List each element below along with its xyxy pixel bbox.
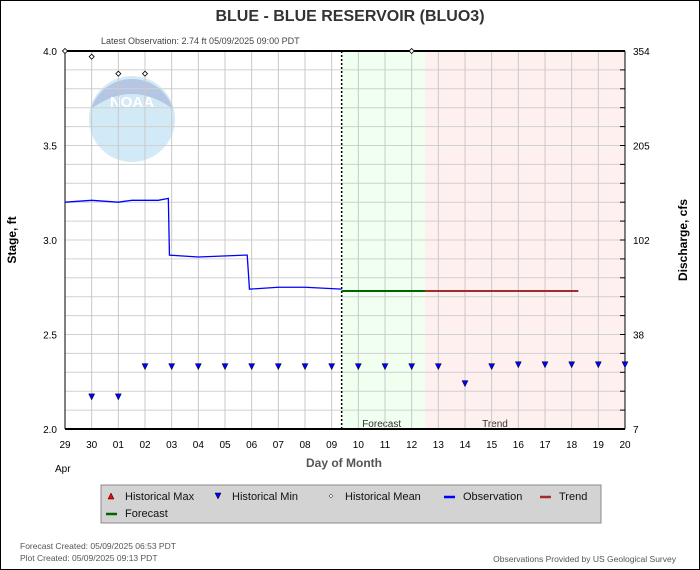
x-tick-label: 06: [246, 440, 258, 451]
x-axis-label: Day of Month: [306, 456, 382, 470]
historical-mean-marker: [141, 70, 149, 77]
legend-box: [100, 484, 602, 524]
historical-min-marker: [248, 363, 256, 371]
historical-min-marker: [328, 363, 336, 371]
historical-mean-marker: [88, 53, 95, 60]
series-observation: [64, 197, 342, 290]
usgs-credit: Observations Provided by US Geological S…: [493, 554, 677, 564]
x-tick-label: 13: [433, 440, 445, 451]
x-tick-label: 08: [299, 440, 311, 451]
region-label-trend: Trend: [482, 419, 508, 430]
historical-mean-marker: [61, 47, 69, 55]
historical-min-marker: [408, 363, 416, 371]
historical-min-marker: [594, 361, 602, 369]
x-tick-label: 01: [113, 440, 125, 451]
month-label: Apr: [55, 464, 71, 475]
legend-item-label: Historical Min: [232, 491, 298, 503]
historical-min-marker: [488, 363, 496, 371]
x-tick-label: 14: [459, 440, 471, 451]
chart-subtitle: Latest Observation: 2.74 ft 05/09/2025 0…: [101, 36, 300, 46]
x-tick-label: 11: [380, 440, 391, 451]
historical-min-marker: [221, 363, 229, 371]
y-tick-label: 4.0: [43, 47, 57, 58]
region-label-forecast: Forecast: [362, 419, 401, 430]
x-tick-label: 29: [59, 440, 71, 451]
y-tick-label: 3.5: [43, 142, 57, 153]
y2-tick-label: 102: [633, 236, 650, 247]
y2-axis-label: Discharge, cfs: [676, 199, 690, 281]
y2-tick-label: 205: [633, 142, 650, 153]
x-tick-label: 03: [166, 440, 178, 451]
plot-created: Plot Created: 05/09/2025 09:13 PDT: [20, 553, 158, 563]
x-tick-label: 17: [539, 440, 551, 451]
historical-min-marker: [461, 380, 469, 388]
historical-min-marker: [541, 361, 549, 369]
historical-min-marker: [621, 361, 629, 369]
y2-tick-label: 7: [633, 425, 639, 436]
noaa-logo: NOAA: [89, 76, 175, 162]
x-tick-label: 05: [219, 440, 231, 451]
historical-mean-marker: [115, 70, 122, 77]
historical-min-marker: [301, 363, 309, 371]
historical-min-marker: [194, 363, 202, 371]
x-tick-label: 15: [486, 440, 498, 451]
x-tick-label: 07: [273, 440, 285, 451]
legend-item-label: Forecast: [125, 508, 168, 520]
legend-symbol: [107, 492, 115, 500]
y-tick-label: 2.0: [43, 425, 57, 436]
svg-text:NOAA: NOAA: [110, 94, 154, 111]
historical-min-marker: [141, 363, 149, 371]
x-tick-label: 09: [326, 440, 338, 451]
historical-min-marker: [354, 363, 362, 371]
y2-tick-label: 354: [633, 47, 650, 58]
x-tick-label: 12: [406, 440, 418, 451]
y2-tick-label: 38: [633, 331, 645, 342]
historical-min-marker: [514, 361, 522, 369]
historical-min-marker: [568, 361, 576, 369]
x-tick-label: 30: [86, 440, 98, 451]
x-tick-label: 19: [593, 440, 605, 451]
legend-symbol: [214, 492, 222, 500]
historical-min-marker: [274, 363, 282, 371]
x-tick-label: 20: [619, 440, 631, 451]
legend-item-label: Observation: [463, 491, 522, 503]
x-tick-label: 10: [353, 440, 365, 451]
legend-item-label: Historical Mean: [345, 491, 421, 503]
x-tick-label: 16: [513, 440, 525, 451]
historical-min-marker: [168, 363, 176, 371]
historical-min-marker: [88, 393, 96, 401]
chart-title: BLUE - BLUE RESERVOIR (BLUO3): [215, 8, 484, 25]
x-tick-label: 02: [139, 440, 151, 451]
x-tick-label: 18: [566, 440, 578, 451]
historical-min-marker: [114, 393, 122, 401]
legend-item-label: Trend: [559, 491, 587, 503]
y-axis-label: Stage, ft: [5, 216, 19, 263]
legend-symbol: [328, 493, 334, 499]
historical-min-marker: [434, 363, 442, 371]
legend-item-label: Historical Max: [125, 491, 195, 503]
y-tick-label: 3.0: [43, 236, 57, 247]
forecast-created: Forecast Created: 05/09/2025 06:53 PDT: [20, 541, 176, 551]
y-tick-label: 2.5: [43, 331, 57, 342]
historical-min-marker: [381, 363, 389, 371]
x-tick-label: 04: [193, 440, 205, 451]
historical-mean-marker: [408, 47, 415, 55]
